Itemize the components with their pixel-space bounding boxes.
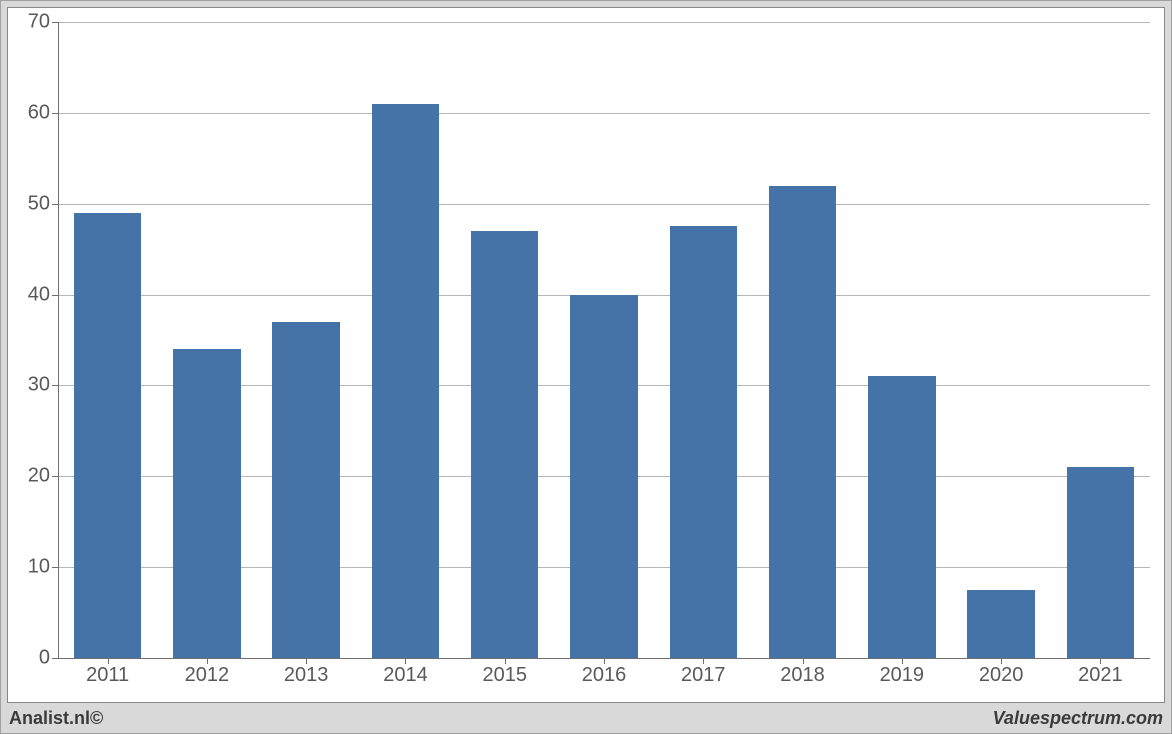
y-tick-label: 10 — [28, 556, 50, 579]
bar — [1067, 467, 1135, 658]
x-tick-mark — [207, 658, 208, 664]
bar — [769, 186, 837, 658]
x-tick-mark — [902, 658, 903, 664]
plot-area: 0102030405060702011201220132014201520162… — [58, 22, 1150, 658]
bar — [272, 322, 340, 658]
x-tick-label: 2012 — [185, 664, 230, 687]
x-tick-label: 2020 — [979, 664, 1024, 687]
x-tick-label: 2019 — [880, 664, 925, 687]
x-tick-label: 2018 — [780, 664, 825, 687]
bar — [670, 226, 738, 658]
y-tick-label: 60 — [28, 101, 50, 124]
gridline — [58, 22, 1150, 23]
x-tick-mark — [306, 658, 307, 664]
x-tick-mark — [405, 658, 406, 664]
x-tick-mark — [1001, 658, 1002, 664]
x-tick-mark — [803, 658, 804, 664]
y-tick-label: 40 — [28, 283, 50, 306]
x-tick-mark — [1100, 658, 1101, 664]
bar — [868, 376, 936, 658]
x-tick-label: 2011 — [86, 664, 129, 687]
footer-right: Valuespectrum.com — [993, 708, 1163, 729]
bar — [570, 295, 638, 658]
x-tick-mark — [703, 658, 704, 664]
y-tick-label: 30 — [28, 374, 50, 397]
x-tick-label: 2021 — [1078, 664, 1123, 687]
bar — [173, 349, 241, 658]
y-axis-line — [58, 22, 59, 658]
bar — [471, 231, 539, 658]
y-tick-label: 20 — [28, 465, 50, 488]
x-tick-mark — [604, 658, 605, 664]
y-tick-label: 0 — [39, 647, 50, 670]
bar — [74, 213, 142, 658]
x-tick-label: 2017 — [681, 664, 726, 687]
y-tick-label: 50 — [28, 192, 50, 215]
outer-frame: 0 10 20 30 40 50 60 70 2011 2012 2013 2014 2015 2016 2… — [0, 0, 1172, 734]
bar — [372, 104, 440, 658]
bar — [967, 590, 1035, 658]
chart-frame: 0 10 20 30 40 50 60 70 2011 2012 2013 2014 2015 2016 2… — [7, 7, 1165, 703]
x-tick-mark — [108, 658, 109, 664]
footer-left: Analist.nl© — [9, 708, 103, 729]
x-tick-label: 2013 — [284, 664, 329, 687]
x-tick-label: 2016 — [582, 664, 627, 687]
x-tick-label: 2014 — [383, 664, 428, 687]
x-tick-mark — [505, 658, 506, 664]
y-tick-label: 70 — [28, 11, 50, 34]
x-tick-label: 2015 — [482, 664, 527, 687]
gridline — [58, 204, 1150, 205]
gridline — [58, 113, 1150, 114]
